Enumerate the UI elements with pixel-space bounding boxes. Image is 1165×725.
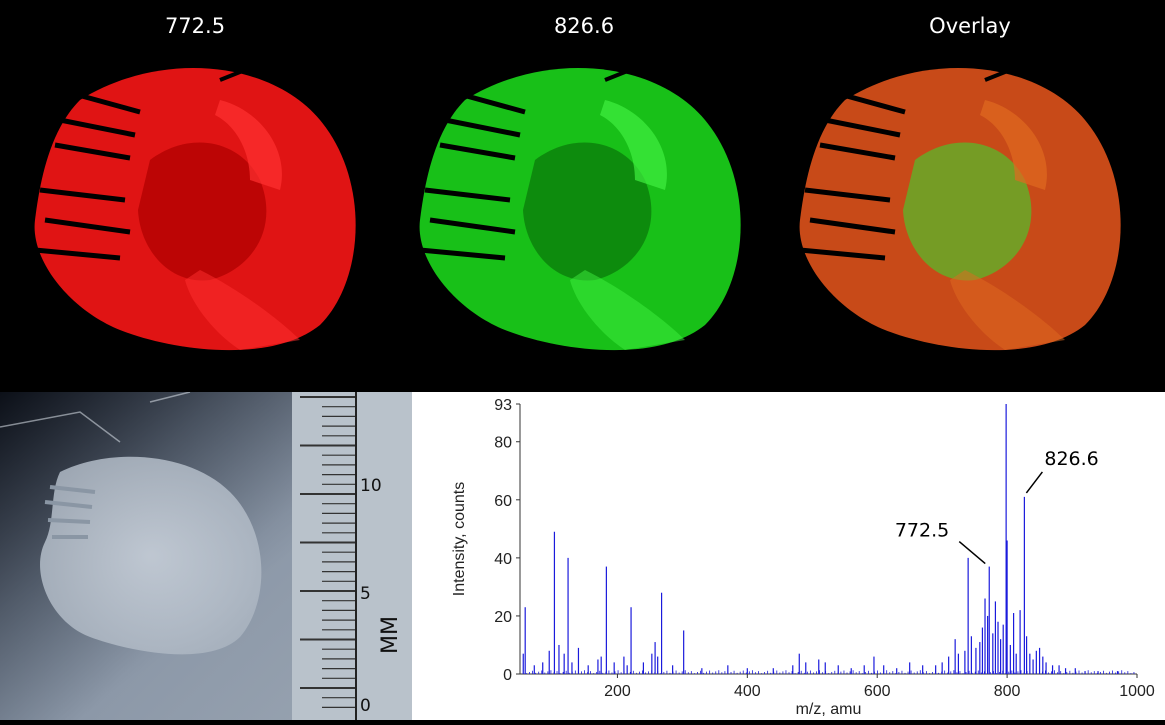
ruler-label-0: 0 bbox=[360, 696, 371, 716]
x-tick-label-2: 600 bbox=[864, 683, 891, 700]
ion-image-overlay bbox=[799, 67, 1121, 351]
panel-title-772: 772.5 bbox=[164, 14, 226, 38]
x-tick-label-1: 400 bbox=[734, 683, 761, 700]
tissue-cut-1 bbox=[49, 115, 136, 138]
y-axis-label: Intensity, counts bbox=[451, 482, 468, 596]
ruler-label-5: 5 bbox=[360, 584, 371, 604]
y-tick-label-5: 93 bbox=[494, 397, 512, 414]
mass-spectrum: 200 400 600 800 1000 0 20 40 60 80 93 m/z, amu Inten… bbox=[412, 392, 1165, 720]
tissue-cut-2 bbox=[819, 142, 896, 161]
tissue-cut-5 bbox=[799, 247, 886, 261]
tissue-cut-1 bbox=[814, 115, 901, 138]
tissue-photo-drawing bbox=[0, 392, 412, 720]
tissue-cut-2 bbox=[439, 142, 516, 161]
annotation-772: 772.5 bbox=[895, 520, 949, 542]
tissue-lower-region bbox=[185, 270, 300, 350]
tissue-cut-3 bbox=[39, 187, 126, 203]
y-tick-label-4: 80 bbox=[494, 435, 512, 452]
panel-title-826: 826.6 bbox=[553, 14, 615, 38]
annotation-826: 826.6 bbox=[1044, 448, 1098, 470]
ion-image-826 bbox=[419, 67, 741, 351]
y-tick-label-1: 20 bbox=[494, 609, 512, 626]
tissue-cut-3 bbox=[424, 187, 511, 203]
tissue-inner-region bbox=[903, 142, 1032, 281]
tissue-cut-2 bbox=[54, 142, 131, 161]
x-tick-label-3: 800 bbox=[994, 683, 1021, 700]
tissue-cut-1 bbox=[434, 115, 521, 138]
tissue-lower-region bbox=[570, 270, 685, 350]
x-tick-label-0: 200 bbox=[604, 683, 631, 700]
tissue-notch bbox=[219, 68, 246, 82]
tissue-highlight bbox=[980, 100, 1047, 190]
tissue-highlight bbox=[215, 100, 282, 190]
ion-image-772 bbox=[34, 67, 356, 351]
mass-spectrum-plot: 200 400 600 800 1000 0 20 40 60 80 93 m/z, amu Inten… bbox=[451, 397, 1155, 718]
tissue-lower-region bbox=[950, 270, 1065, 350]
ruler-ticks bbox=[300, 396, 355, 708]
tissue-highlight bbox=[600, 100, 667, 190]
ruler-unit-label: MM bbox=[378, 616, 403, 654]
tissue-cut-0 bbox=[444, 87, 526, 115]
annotation-line-826 bbox=[1025, 471, 1043, 494]
tissue-cut-0 bbox=[824, 87, 906, 115]
tissue-inner-region bbox=[138, 142, 267, 281]
y-tick-label-2: 40 bbox=[494, 551, 512, 568]
tissue-cut-4 bbox=[429, 217, 516, 235]
x-axis-label: m/z, amu bbox=[796, 701, 862, 718]
x-tick-label-4: 1000 bbox=[1119, 683, 1155, 700]
tissue-cut-5 bbox=[34, 247, 121, 261]
tissue-inner-region bbox=[523, 142, 652, 281]
ruler-label-10: 10 bbox=[360, 476, 382, 496]
tissue-notch bbox=[604, 68, 631, 82]
y-tick-label-0: 0 bbox=[503, 667, 512, 684]
y-tick-label-3: 60 bbox=[494, 493, 512, 510]
panel-title-overlay: Overlay bbox=[929, 14, 1011, 38]
tissue-notch bbox=[984, 68, 1011, 82]
tissue-cut-4 bbox=[44, 217, 131, 235]
tissue-cut-3 bbox=[804, 187, 891, 203]
tissue-cut-4 bbox=[809, 217, 896, 235]
tissue-photo: 10 5 0 MM bbox=[0, 392, 412, 720]
annotation-line-772 bbox=[958, 541, 986, 565]
tissue-cut-5 bbox=[419, 247, 506, 261]
tissue-cut-0 bbox=[59, 87, 141, 115]
